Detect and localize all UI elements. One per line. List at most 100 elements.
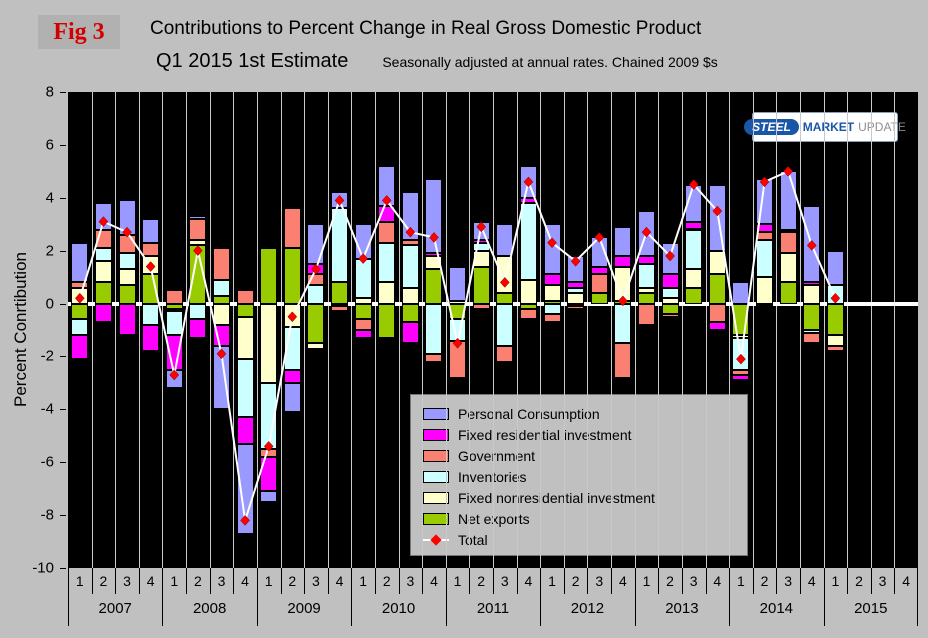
vertical-gridline [493, 92, 494, 568]
bar-segment [283, 382, 301, 412]
bar-segment [236, 316, 254, 360]
bar-segment [685, 221, 703, 230]
legend-item-total: Total [423, 529, 735, 550]
quarter-tick-label: 3 [406, 573, 415, 589]
vertical-gridline [611, 92, 613, 568]
bar-segment [142, 242, 160, 256]
y-tick-mark [60, 250, 66, 252]
bar-segment [331, 306, 349, 312]
year-tick-label: 2008 [192, 600, 227, 617]
quarter-tick-label: 3 [500, 573, 509, 589]
bar-segment [779, 229, 797, 233]
bar-segment [519, 308, 537, 320]
bar-segment [307, 274, 325, 286]
bar-segment [189, 216, 207, 219]
y-tick-label: -4 [40, 400, 54, 418]
bar-segment [732, 303, 750, 336]
bar-segment [756, 179, 774, 225]
bar-segment [118, 200, 136, 235]
bar-segment [803, 205, 821, 283]
year-tick-label: 2011 [476, 600, 510, 617]
legend-label: Fixed residential investment [458, 426, 632, 443]
bar-segment [236, 417, 254, 444]
quarter-tick-label: 3 [312, 573, 320, 589]
bar-segment [71, 282, 89, 288]
vertical-gridline [422, 92, 424, 568]
quarter-tick-label: 4 [618, 573, 627, 589]
axis-tick [138, 568, 140, 594]
bar-segment [378, 221, 396, 243]
bar-segment [543, 303, 561, 315]
bar-segment [307, 303, 325, 344]
bar-segment [472, 242, 490, 251]
bar-segment [165, 290, 183, 304]
axis-tick [469, 568, 471, 594]
vertical-gridline [304, 92, 306, 568]
legend-label: Personal Consumption [458, 405, 600, 422]
bar-segment [142, 303, 160, 325]
chart-subtitle: Q1 2015 1st Estimate [156, 50, 349, 72]
bar-segment [661, 314, 679, 317]
bar-segment [826, 250, 844, 286]
bar-segment [118, 253, 136, 270]
vertical-gridline [256, 92, 258, 568]
quarter-tick-label: 1 [548, 573, 556, 589]
vertical-gridline [799, 92, 801, 568]
bar-segment [307, 285, 325, 304]
y-tick-mark [60, 515, 66, 517]
bar-segment [94, 282, 112, 304]
chart-subtitle-row: Q1 2015 1st Estimate Seasonally adjusted … [156, 50, 718, 73]
smu-logo: STEEL MARKET UPDATE [744, 112, 906, 142]
quarter-tick-label: 3 [123, 573, 131, 589]
bar-segment [637, 303, 655, 325]
axis-tick [870, 568, 872, 594]
bar-segment [71, 319, 89, 336]
bar-segment [519, 279, 537, 304]
axis-tick [91, 568, 93, 594]
bar-segment [354, 303, 372, 320]
bar-segment [449, 340, 467, 378]
bar-segment [661, 287, 679, 299]
bar-segment [307, 263, 325, 275]
bar-segment [567, 287, 585, 293]
axis-tick [209, 568, 211, 594]
bar-segment [567, 306, 585, 309]
y-tick-mark [60, 144, 66, 146]
y-tick-mark [60, 462, 66, 464]
axis-tick [658, 568, 660, 594]
vertical-gridline [894, 92, 896, 568]
bar-segment [449, 300, 467, 304]
bar-segment [496, 292, 514, 304]
bar-segment [803, 282, 821, 286]
bar-segment [519, 197, 537, 204]
bar-segment [165, 311, 183, 336]
bar-segment [236, 290, 254, 304]
bar-segment [425, 253, 443, 256]
bar-segment [779, 171, 797, 230]
bar-segment [71, 242, 89, 283]
y-axis: 8 6 4 2 0 -2 -4 -6 -8 -10 [0, 84, 66, 577]
quarter-tick-label: 2 [99, 573, 108, 589]
bar-segment [779, 282, 797, 304]
axis-tick [799, 568, 801, 594]
logo-market-text: MARKET [802, 120, 855, 134]
bar-segment [260, 449, 278, 457]
quarter-tick-label: 2 [760, 573, 769, 589]
vertical-gridline [587, 92, 589, 568]
bar-segment [118, 285, 136, 304]
bar-segment [283, 369, 301, 383]
bar-segment [449, 319, 467, 341]
bar-segment [260, 303, 278, 383]
bar-segment [425, 269, 443, 304]
bar-segment [543, 285, 561, 301]
bar-segment [378, 205, 396, 222]
quarter-tick-label: 1 [453, 573, 462, 589]
y-tick-label: 6 [45, 136, 54, 154]
bar-segment [590, 237, 608, 267]
axis-tick [445, 568, 447, 626]
bar-segment [826, 345, 844, 352]
bar-segment [165, 335, 183, 370]
y-tick-label: 4 [45, 189, 54, 207]
figure-label: Fig 3 [38, 15, 120, 49]
